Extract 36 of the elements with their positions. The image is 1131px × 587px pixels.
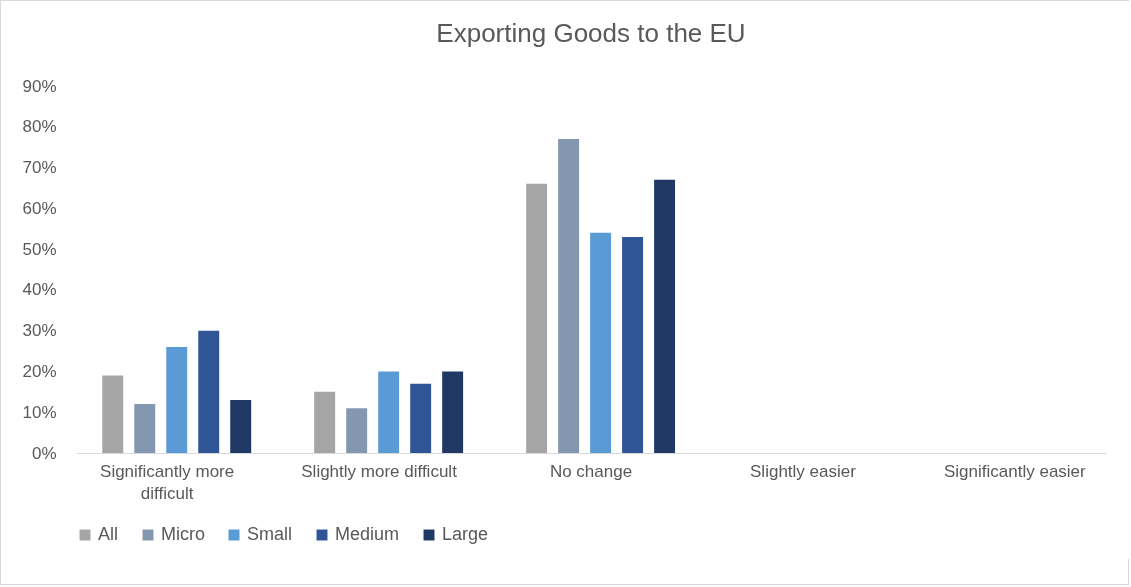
x-tick-label: No change xyxy=(549,461,633,481)
y-tick-label: 70% xyxy=(22,158,57,178)
y-tick-label: 40% xyxy=(22,280,57,300)
legend-label: Medium xyxy=(335,524,400,544)
bar xyxy=(198,330,220,453)
bar xyxy=(134,404,156,453)
bar xyxy=(622,236,644,453)
bar xyxy=(314,391,336,453)
bar xyxy=(230,399,252,453)
bar xyxy=(346,408,368,453)
bar xyxy=(526,183,548,453)
bar xyxy=(590,232,612,453)
y-tick-label: 0% xyxy=(31,443,57,463)
bar xyxy=(102,375,124,453)
legend-label: All xyxy=(98,524,119,544)
x-tick-label: Significantly easier xyxy=(943,461,1087,481)
bar xyxy=(166,346,188,453)
y-tick-label: 60% xyxy=(22,198,57,218)
y-tick-label: 20% xyxy=(22,361,57,381)
x-tick-label: Significantly more difficult xyxy=(100,461,235,503)
bar xyxy=(410,383,432,453)
bar xyxy=(378,371,400,453)
bar xyxy=(558,139,580,453)
y-tick-label: 30% xyxy=(22,321,57,341)
legend-label: Micro xyxy=(161,524,205,544)
y-tick-label: 10% xyxy=(22,402,57,422)
legend-label: Large xyxy=(442,524,489,544)
legend-label: Small xyxy=(247,524,293,544)
y-tick-label: 90% xyxy=(22,76,57,96)
chart-title: Exporting Goods to the EU xyxy=(436,18,746,48)
x-tick-label: Slightly easier xyxy=(750,461,857,481)
y-tick-label: 80% xyxy=(22,117,57,137)
bar xyxy=(654,179,676,453)
x-tick-label: Slightly more difficult xyxy=(301,461,458,481)
y-tick-label: 50% xyxy=(22,239,57,259)
bar xyxy=(442,371,464,453)
